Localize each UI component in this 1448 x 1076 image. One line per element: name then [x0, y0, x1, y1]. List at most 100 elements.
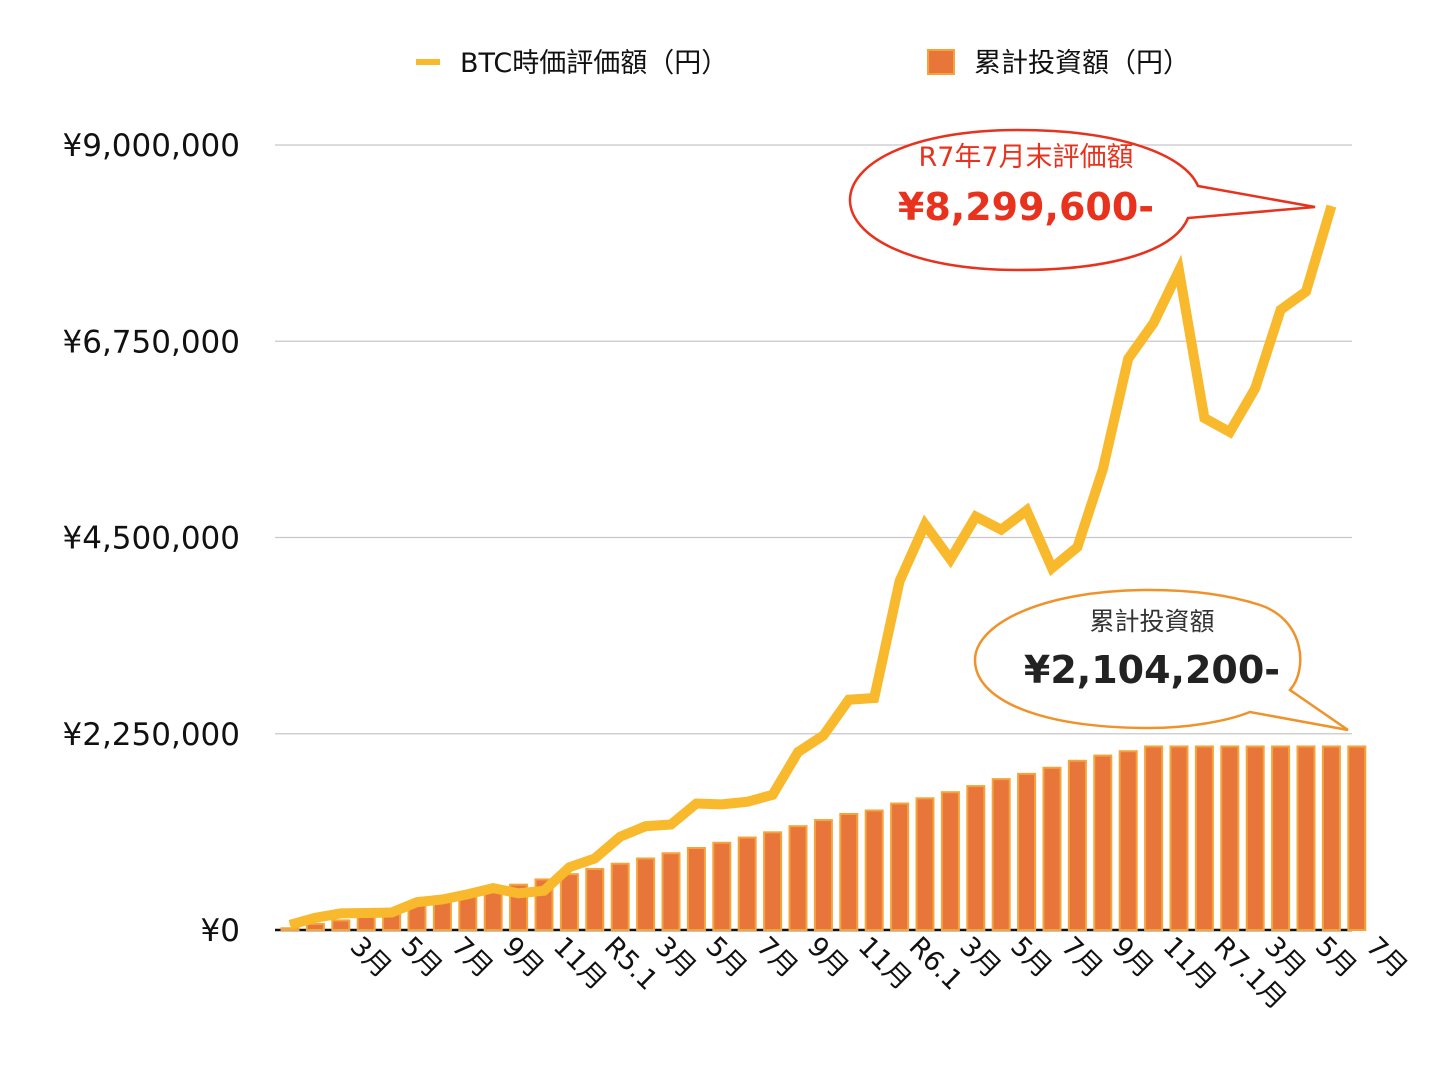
x-tick-label: 7月: [750, 931, 803, 984]
line-point: [289, 924, 291, 926]
line-point: [518, 892, 520, 894]
x-tick-label: 5月: [1004, 931, 1057, 984]
y-axis-tick-labels: ¥0 ¥2,250,000 ¥4,500,000 ¥6,750,000 ¥9,000,0…: [63, 128, 241, 949]
x-tick-label: 5月: [395, 931, 448, 984]
bar: [1093, 754, 1113, 931]
line-point: [340, 912, 342, 914]
bar: [991, 778, 1011, 931]
x-tick-label: 11月: [547, 931, 612, 996]
line-path: [288, 204, 1337, 930]
bar: [1169, 745, 1189, 931]
line-point: [746, 801, 748, 803]
line-point: [797, 751, 799, 753]
legend: BTC時価評価額（円） 累計投資額（円）: [416, 48, 1190, 79]
x-tick-label: 9月: [1106, 931, 1159, 984]
line-point: [1076, 546, 1078, 548]
line-point: [695, 803, 697, 805]
bar: [585, 867, 605, 932]
bar: [1271, 745, 1291, 931]
x-axis-tick-labels: 3月5月7月9月11月R5.13月5月7月9月11月R6.13月5月7月9月11…: [344, 931, 1413, 1016]
bar-series: [280, 745, 1367, 932]
bar: [1118, 750, 1138, 932]
bar: [712, 841, 732, 931]
bar: [610, 862, 630, 932]
line-point: [1127, 358, 1129, 360]
line-point: [441, 898, 443, 900]
x-tick-label: 9月: [496, 931, 549, 984]
y-tick-label: ¥4,500,000: [63, 521, 241, 557]
line-point: [568, 866, 570, 868]
bar: [864, 809, 884, 931]
line-point: [619, 836, 621, 838]
line-point: [873, 697, 875, 699]
line-point: [1330, 205, 1332, 207]
bar: [890, 802, 910, 931]
bar: [305, 922, 325, 932]
legend-line-swatch: [416, 59, 440, 65]
line-point: [1178, 270, 1180, 272]
investment-callout-value: ¥2,104,200-: [1024, 648, 1280, 692]
line-point: [1051, 567, 1053, 569]
bar: [559, 873, 579, 932]
bar: [331, 919, 351, 932]
bar: [356, 915, 376, 931]
line-point: [848, 699, 850, 701]
line-point: [492, 887, 494, 889]
legend-bar-swatch: [927, 49, 955, 75]
investment-callout-bubble: [973, 588, 1349, 732]
bar: [1017, 772, 1037, 931]
line-point: [670, 823, 672, 825]
x-tick-label: 7月: [445, 931, 498, 984]
x-tick-label: 7月: [1360, 931, 1413, 984]
bar: [763, 831, 783, 931]
valuation-callout-value: ¥8,299,600-: [898, 185, 1154, 229]
bar: [737, 836, 757, 931]
bar: [1347, 745, 1367, 931]
line-point: [1280, 309, 1282, 311]
bar: [915, 797, 935, 931]
bar: [788, 825, 808, 932]
line-point: [721, 803, 723, 805]
bar: [1194, 745, 1214, 931]
bar: [940, 791, 960, 932]
bar: [636, 857, 656, 932]
line-point: [1305, 291, 1307, 293]
x-tick-label: R6.1: [903, 931, 969, 997]
y-tick-label: ¥9,000,000: [63, 128, 241, 164]
x-tick-label: R5.1: [598, 931, 664, 997]
bar: [686, 847, 706, 931]
bar: [966, 785, 986, 931]
bar: [813, 819, 833, 931]
bar: [1296, 745, 1316, 931]
x-tick-label: 11月: [852, 931, 917, 996]
y-tick-label: ¥0: [201, 913, 240, 949]
y-tick-label: ¥6,750,000: [63, 324, 241, 360]
bar: [1220, 745, 1240, 931]
bar: [839, 812, 859, 931]
legend-line-label: BTC時価評価額（円）: [460, 48, 728, 79]
line-point: [1203, 417, 1205, 419]
bar: [1321, 745, 1341, 931]
line-point: [1229, 431, 1231, 433]
line-point: [1102, 468, 1104, 470]
bar: [1144, 745, 1164, 931]
bar: [483, 888, 503, 932]
x-tick-label: 11月: [1157, 931, 1222, 996]
line-point: [365, 912, 367, 914]
x-tick-label: 3月: [344, 931, 397, 984]
line-point: [949, 558, 951, 560]
line-point: [467, 893, 469, 895]
line-point: [1153, 322, 1155, 324]
investment-callout: 累計投資額 ¥2,104,200-: [973, 588, 1349, 732]
line-point: [1026, 509, 1028, 511]
bar: [1042, 766, 1062, 931]
y-tick-label: ¥2,250,000: [63, 717, 241, 753]
valuation-callout-bubble: [848, 128, 1316, 272]
bar: [661, 852, 681, 931]
valuation-callout-title: R7年7月末評価額: [918, 142, 1133, 173]
line-series: [288, 204, 1337, 930]
x-tick-label: 5月: [699, 931, 752, 984]
bar: [280, 927, 300, 931]
x-tick-label: 7月: [1055, 931, 1108, 984]
line-point: [975, 516, 977, 518]
